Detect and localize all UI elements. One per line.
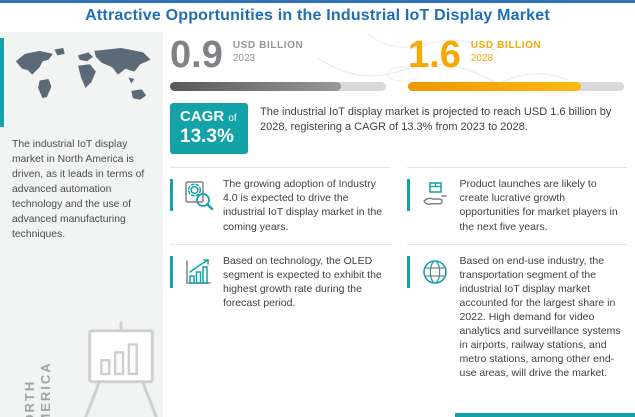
bullet-accent-bar bbox=[170, 255, 173, 288]
bullet-text: The growing adoption of Industry 4.0 is … bbox=[223, 178, 383, 233]
page-title: Attractive Opportunities in the Industri… bbox=[85, 7, 550, 24]
bullet-product-launches: Product launches are likely to create lu… bbox=[406, 167, 627, 233]
presentation-easel-icon bbox=[84, 321, 158, 417]
region-label: NORTH AMERICA bbox=[22, 361, 54, 417]
bottom-accent-bar bbox=[455, 413, 635, 417]
stat-2023-unit: USD BILLION bbox=[232, 40, 304, 51]
world-map-container bbox=[0, 38, 163, 127]
bullet-transportation-segment: Based on end-use industry, the transport… bbox=[406, 243, 627, 381]
world-map bbox=[15, 47, 151, 100]
background-map-contours bbox=[317, 33, 577, 95]
bullet-accent-bar bbox=[406, 179, 410, 212]
market-size-stats: 0.9 USD BILLION 2023 1.6 USD BILLION 202… bbox=[170, 36, 627, 91]
insight-bullets: The growing adoption of Industry 4.0 is … bbox=[170, 167, 627, 380]
bullet-text: Based on end-use industry, the transport… bbox=[459, 254, 621, 380]
bullet-accent-bar bbox=[170, 179, 173, 212]
stat-2028-year: 2028 bbox=[470, 53, 494, 64]
cagr-value: 13.3% bbox=[180, 125, 234, 147]
cagr-row: CAGR of 13.3% The industrial IoT display… bbox=[170, 103, 627, 155]
stat-2023: 0.9 USD BILLION 2023 bbox=[170, 36, 386, 91]
region-summary-text: The industrial IoT display market in Nor… bbox=[12, 139, 145, 241]
bullet-oled-growth: Based on technology, the OLED segment is… bbox=[170, 243, 391, 310]
globe-icon bbox=[422, 259, 447, 284]
bullet-text: Product launches are likely to create lu… bbox=[459, 178, 618, 233]
stat-2028-bar bbox=[408, 82, 624, 91]
cagr-word: CAGR bbox=[180, 108, 225, 125]
main-content: 0.9 USD BILLION 2023 1.6 USD BILLION 202… bbox=[170, 36, 627, 380]
stat-2028-value: 1.6 bbox=[408, 34, 461, 76]
bullet-industry-adoption: The growing adoption of Industry 4.0 is … bbox=[170, 167, 391, 233]
cagr-of: of bbox=[228, 113, 237, 124]
stat-2023-year: 2023 bbox=[232, 53, 256, 64]
sidebar: The industrial IoT display market in Nor… bbox=[0, 32, 163, 417]
top-rule bbox=[0, 0, 635, 3]
cagr-badge: CAGR of 13.3% bbox=[170, 103, 248, 155]
stat-2028: 1.6 USD BILLION 2028 bbox=[408, 36, 624, 91]
stat-2023-bar bbox=[170, 82, 386, 91]
stat-2023-bar-fill bbox=[170, 82, 341, 91]
industry-4-0-icon bbox=[185, 181, 214, 211]
projection-text: The industrial IoT display market is pro… bbox=[260, 106, 612, 134]
bullet-text: Based on technology, the OLED segment is… bbox=[223, 254, 382, 309]
stat-2028-unit: USD BILLION bbox=[470, 40, 542, 51]
stat-2028-bar-fill bbox=[408, 82, 581, 91]
growth-chart-icon bbox=[186, 258, 211, 284]
bullet-accent-bar bbox=[406, 255, 410, 288]
product-launch-icon bbox=[422, 182, 447, 206]
stat-2023-value: 0.9 bbox=[170, 34, 223, 76]
